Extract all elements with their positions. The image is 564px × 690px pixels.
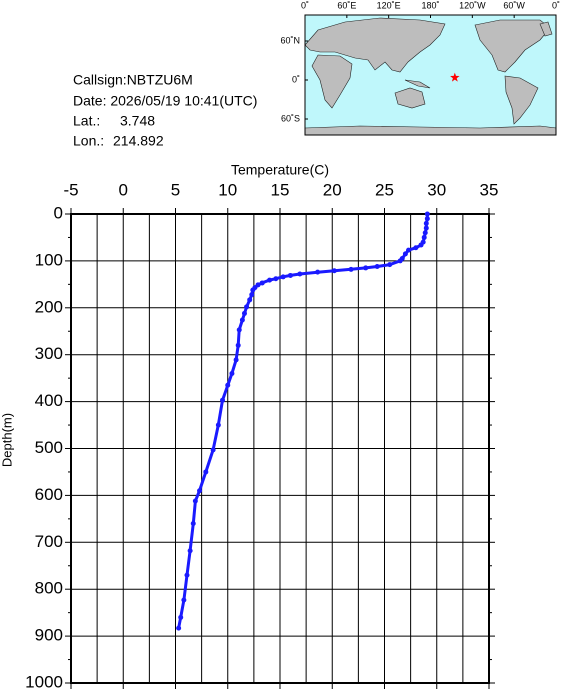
map-lon-label: 60˚E: [337, 0, 356, 10]
profile-line: [177, 214, 429, 629]
profile-point: [187, 548, 193, 554]
lon-value: 214.892: [113, 133, 164, 149]
profile-point: [424, 211, 430, 217]
x-tick-label: 0: [119, 180, 128, 199]
continents: [304, 17, 557, 136]
profile-point: [423, 225, 429, 231]
x-axis-title: Temperature(C): [231, 162, 329, 178]
lon-label: Lon.:: [73, 133, 104, 149]
profile-point: [220, 397, 226, 403]
y-tick-label: 800: [35, 579, 63, 598]
map-lon-label: 0˚: [552, 0, 560, 10]
map-lon-label: 120˚E: [377, 0, 401, 10]
y-tick-label: 1000: [25, 672, 63, 690]
profile-point: [280, 274, 286, 280]
y-tick-label: 400: [35, 391, 63, 410]
profile-point: [229, 370, 235, 376]
profile-point: [247, 297, 253, 303]
y-tick-label: 300: [35, 344, 63, 363]
profile-point: [197, 488, 203, 494]
profile-point: [374, 264, 380, 270]
profile-point: [190, 521, 196, 527]
y-tick-label: 900: [35, 626, 63, 645]
profile-point: [250, 287, 256, 293]
profile-point: [244, 304, 250, 310]
x-tick-label: 30: [427, 180, 446, 199]
profile-point: [215, 422, 221, 428]
y-tick-label: 600: [35, 485, 63, 504]
profile-point: [225, 382, 231, 388]
x-tick-label: 10: [218, 180, 237, 199]
profile-point: [421, 234, 427, 240]
profile-point: [406, 247, 412, 253]
profile-point: [203, 469, 209, 475]
x-tick-label: 5: [171, 180, 180, 199]
profile-point: [348, 266, 354, 272]
profile-point: [249, 292, 255, 298]
lat-value: 3.748: [120, 113, 155, 129]
profile-point: [287, 272, 293, 278]
profile-point: [259, 280, 265, 286]
map-lon-label: 180˚: [421, 0, 439, 10]
x-tick-label: 25: [375, 180, 394, 199]
x-tick-label: 15: [271, 180, 290, 199]
profile-point: [176, 625, 182, 631]
profile-point: [422, 230, 428, 236]
profile-point: [241, 310, 247, 316]
y-tick-label: 0: [54, 203, 63, 222]
y-axis-title: Depth(m): [0, 413, 14, 467]
profile-point: [192, 498, 198, 504]
map-lon-label: 0˚: [301, 0, 309, 10]
map-lon-label: 120˚W: [459, 0, 486, 10]
profile-point: [297, 271, 303, 277]
profile-point: [184, 572, 190, 578]
profile-point: [315, 269, 321, 275]
profile-point: [181, 597, 187, 603]
map-overlay: 0˚ 60˚E 120˚E 180˚ 120˚W 60˚W 0˚ 60˚N 0˚ 60˚S: [280, 0, 560, 123]
profile-point: [236, 327, 242, 333]
plot: -5 0 5 10 15 20 25 30 35010020030040050060070080…: [25, 180, 498, 690]
y-tick-label: 100: [35, 250, 63, 269]
profile-point: [235, 342, 241, 348]
profile-point: [178, 614, 184, 620]
lat-label: Lat.:: [73, 113, 100, 129]
map-lat-label: 60˚N: [280, 35, 300, 45]
date: Date: 2026/05/19 10:41(UTC): [73, 93, 257, 109]
map-lon-label: 60˚W: [503, 0, 525, 10]
location-star: [450, 72, 460, 82]
profile-point: [331, 268, 337, 274]
profile-point: [424, 216, 430, 222]
profile-point: [413, 245, 419, 251]
profile-point: [210, 447, 216, 453]
profile-point: [397, 258, 403, 264]
callsign: Callsign:NBTZU6M: [73, 72, 193, 88]
profile-point: [267, 277, 273, 283]
profile-point: [402, 251, 408, 257]
profile-point: [418, 242, 424, 248]
y-tick-label: 200: [35, 297, 63, 316]
profile-point: [273, 276, 279, 282]
plot-frame: [70, 213, 490, 684]
y-tick-label: 700: [35, 532, 63, 551]
profile-point: [387, 262, 393, 268]
info-block: Callsign:NBTZU6M Date: 2026/05/19 10:41(…: [73, 72, 257, 149]
profile-point: [233, 357, 239, 363]
profile-point: [423, 220, 429, 226]
map-lat-label: 60˚S: [281, 113, 300, 123]
profile-point: [363, 265, 369, 271]
y-tick-label: 500: [35, 438, 63, 457]
world-map: 0˚ 60˚E 120˚E 180˚ 120˚W 60˚W 0˚ 60˚N 0˚ 60˚S: [280, 0, 560, 136]
x-tick-label: 35: [480, 180, 499, 199]
x-tick-label: 20: [323, 180, 342, 199]
profile-point: [239, 317, 245, 323]
map-lat-label: 0˚: [292, 74, 300, 84]
x-tick-label: -5: [63, 180, 78, 199]
